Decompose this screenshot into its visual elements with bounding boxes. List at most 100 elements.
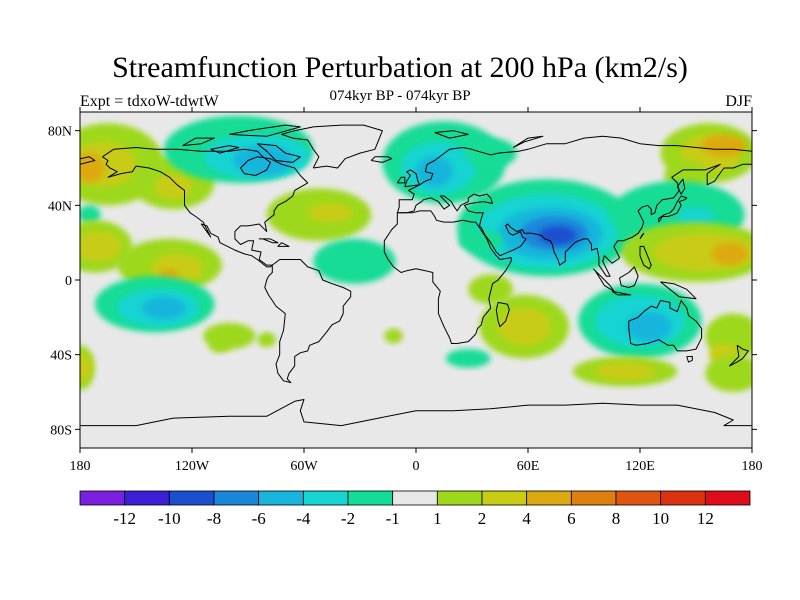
coastline xyxy=(281,124,383,169)
colorbar: -12 -10 -8 -6 -4 -2 -1 1 2 4 6 8 10 12 xyxy=(79,490,751,528)
colorbar-label: -2 xyxy=(341,509,355,528)
coastline xyxy=(639,245,652,270)
colorbar-label: -10 xyxy=(158,509,181,528)
colorbar-swatch xyxy=(79,490,126,506)
chart-subtitle: 074kyr BP - 074kyr BP xyxy=(329,88,471,104)
colorbar-label: 1 xyxy=(433,509,442,528)
coastline xyxy=(619,266,639,288)
colorbar-swatch xyxy=(570,490,617,506)
contour-fill-region xyxy=(626,311,672,342)
colorbar-swatch xyxy=(615,490,662,506)
lon-tick-label: 0 xyxy=(413,459,420,474)
colorbar-swatch xyxy=(660,490,706,506)
contour-fill-region xyxy=(80,153,105,183)
coastline xyxy=(658,195,688,223)
coastlines xyxy=(80,124,752,427)
contour-fill-region xyxy=(445,349,491,368)
colorbar-swatch xyxy=(213,490,260,506)
contour-fill-region xyxy=(384,328,403,344)
coastline xyxy=(660,281,697,300)
coastline xyxy=(396,176,406,184)
coastline xyxy=(686,356,693,363)
lon-tick-label: 60E xyxy=(517,459,540,474)
lon-tick-label: 120E xyxy=(625,459,655,474)
colorbar-swatch xyxy=(124,490,170,506)
coastline xyxy=(404,169,421,188)
lat-tick-label: 0 xyxy=(65,274,72,289)
coastline xyxy=(80,156,96,165)
coastline xyxy=(611,290,632,296)
lon-tick-label: 180 xyxy=(742,459,763,474)
colorbar-swatch xyxy=(481,490,528,506)
coastline xyxy=(210,145,240,154)
lon-tick-label: 180 xyxy=(70,459,91,474)
map-panel xyxy=(79,111,753,449)
coastline xyxy=(256,143,301,163)
contour-fill-region xyxy=(458,229,504,252)
season-label: DJF xyxy=(725,93,752,110)
contour-fill-region xyxy=(257,332,276,348)
colorbar-label: -8 xyxy=(207,509,221,528)
colorbar-label: -6 xyxy=(252,509,266,528)
colorbar-swatch xyxy=(436,490,483,506)
contour-fill-region xyxy=(80,354,92,381)
colorbar-label: 4 xyxy=(522,509,531,528)
coastline xyxy=(258,238,279,244)
coastline xyxy=(628,300,703,352)
lon-tick-label: 120W xyxy=(175,459,210,474)
coastline xyxy=(264,259,352,384)
contour-fill-region xyxy=(233,145,293,176)
coastline xyxy=(512,135,544,148)
colorbar-swatch xyxy=(347,490,394,506)
colorbar-label: 10 xyxy=(652,509,669,528)
coastline xyxy=(229,124,301,137)
contour-fills xyxy=(80,115,752,392)
lat-tick-label: 40N xyxy=(48,199,72,214)
contour-fill-region xyxy=(705,354,752,392)
colorbar-swatch xyxy=(526,490,572,506)
contour-fill-region xyxy=(307,203,353,223)
coastline xyxy=(396,135,752,213)
coastline xyxy=(639,232,645,240)
longitude-axis: 180 120W 60W 0 60E 120E 180 xyxy=(70,107,763,474)
coastline xyxy=(495,301,510,328)
coastline xyxy=(383,210,512,344)
chart-title: Streamfunction Perturbation at 200 hPa (… xyxy=(112,51,688,84)
colorbar-label: -1 xyxy=(386,509,400,528)
coastline xyxy=(434,130,469,139)
colorbar-label: 8 xyxy=(612,509,621,528)
coastline xyxy=(676,178,686,195)
coastline xyxy=(370,156,393,163)
colorbar-label: 6 xyxy=(567,509,576,528)
coastline xyxy=(397,163,752,277)
contour-fill-region xyxy=(595,362,655,381)
contour-fill-region xyxy=(416,156,454,187)
contour-fill-region xyxy=(80,205,101,224)
contour-fill-region xyxy=(80,231,122,262)
coastline xyxy=(182,137,215,147)
lon-tick-label: 60W xyxy=(290,459,318,474)
coastline xyxy=(80,399,752,427)
colorbar-swatch xyxy=(302,490,349,506)
coastline xyxy=(729,344,749,367)
latitude-axis: 80N 40N 0 40S 80S xyxy=(48,125,757,438)
colorbar-label: -12 xyxy=(113,509,136,528)
colorbar-swatch xyxy=(704,490,751,506)
colorbar-label: 2 xyxy=(478,509,487,528)
contour-fill-region xyxy=(701,134,747,157)
lat-tick-label: 40S xyxy=(50,349,72,364)
colorbar-label: -4 xyxy=(296,509,311,528)
contour-fill-region xyxy=(154,173,192,200)
contour-fill-region xyxy=(710,242,749,266)
lat-tick-label: 80S xyxy=(50,423,72,438)
contour-fill-region xyxy=(539,225,577,245)
coastline xyxy=(277,242,290,247)
colorbar-swatch xyxy=(168,490,215,506)
contour-fill-region xyxy=(208,337,232,353)
coastline xyxy=(592,268,615,292)
colorbar-swatch xyxy=(258,490,304,506)
colorbar-swatch xyxy=(392,490,438,506)
colorbar-label: 12 xyxy=(697,509,714,528)
coastline xyxy=(102,147,309,268)
